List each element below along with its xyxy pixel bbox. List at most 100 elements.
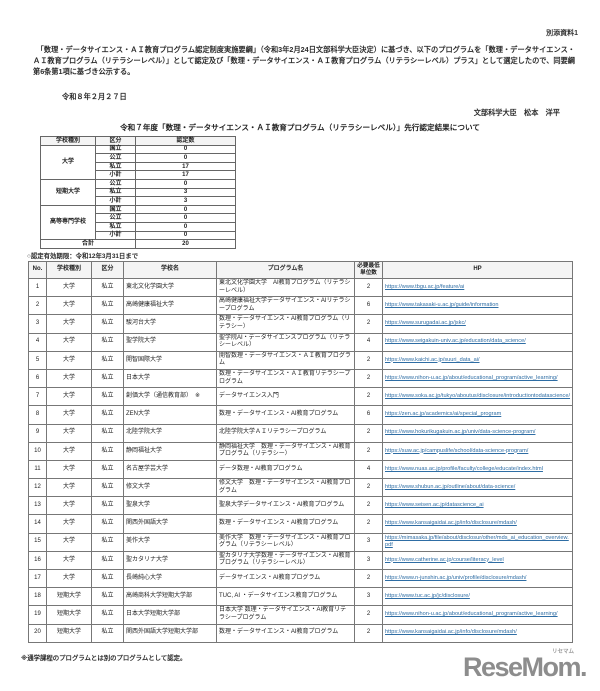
main-header: 必要最低単位数 <box>354 261 383 279</box>
category-cell: 公立 <box>95 153 136 163</box>
summary-row: 短期大学 公立 0 <box>40 178 236 206</box>
category: 私立 <box>91 568 124 589</box>
school-name: 日本大学短期大学部 <box>123 605 217 625</box>
certified-programs-table: No. 学校種別 区分 学校名 プログラム名 必要最低単位数 HP 1 大学 私立 東北文化学園大… <box>28 261 573 643</box>
category-cell: 私立 <box>95 221 136 232</box>
total-value-cell: 20 <box>135 239 236 249</box>
required-units: 3 <box>354 550 383 571</box>
program-name: 聖泉大学データサイエンス・AI教育プログラム <box>216 496 355 516</box>
row-number: 13 <box>28 496 47 516</box>
main-header: HP <box>382 261 573 279</box>
main-table-body: 1 大学 私立 東北文化学園大学 東北文化学園大学 AI教育プログラム（リテラシーレベル… <box>28 277 573 643</box>
summary-table: 学校種別 区分 認定数 大学 国立 0 公立 0 私立 17 小計 17 短期大学 公立 0 私立 3 小計 3 高… <box>40 136 236 249</box>
required-units: 2 <box>354 350 383 370</box>
school-name: 聖学院大学 <box>123 332 217 352</box>
category: 私立 <box>91 587 124 607</box>
hp-link[interactable]: https://mimasaka.jp/file/about/disclosur… <box>385 534 569 549</box>
minister-signature: 文部科学大臣 松本 洋平 <box>473 108 560 117</box>
hp-link[interactable]: https://www.tuc.ac.jp/jc/disclosure/ <box>385 593 470 600</box>
program-name: TUC, AI ・データサイエンス教育プログラム <box>216 587 355 607</box>
hp-link[interactable]: https://www.seigakuin-univ.ac.jp/educati… <box>385 338 526 345</box>
school-type-cell: 短期大学 <box>40 178 96 206</box>
category: 私立 <box>91 441 124 461</box>
summary-total-row: 合計 20 <box>40 239 236 249</box>
program-row: 16 大学 私立 聖カタリナ大学 聖カタリナ大学数理・データサイエンス・AI教育プログラ… <box>28 550 573 571</box>
summary-row: 高等専門学校 国立 0 <box>40 204 236 241</box>
hp-link[interactable]: https://www.nihon-u.ac.jp/about/educatio… <box>385 374 558 381</box>
summary-header: 認定数 <box>135 136 236 146</box>
count-cell: 0 <box>135 153 236 163</box>
hp-link[interactable]: https://www.hokurikugakuin.ac.jp/univ/da… <box>385 429 536 436</box>
school-name: 北陸学院大学 <box>123 423 217 443</box>
category-cell: 国立 <box>95 204 136 215</box>
program-row: 6 大学 私立 日本大学 数理・データサイエンス・ＡＩ教育リテラシープログラム 2 http… <box>28 368 573 389</box>
category-cell: 国立 <box>95 144 136 155</box>
school-type: 大学 <box>46 277 92 298</box>
hp-link[interactable]: https://www.n-junshin.ac.jp/univ/profile… <box>385 574 527 581</box>
hp-cell: https://www.nihon-u.ac.jp/about/educatio… <box>382 605 573 625</box>
hp-link[interactable]: https://www.tbgu.ac.jp/feature/ai <box>385 283 465 290</box>
hp-cell: https://suw.ac.jp/campuslife/school/data… <box>382 441 573 461</box>
program-row: 8 大学 私立 ZEN大学 数理・データサイエンス・AI教育プログラム 6 https://… <box>28 405 573 425</box>
program-name: 北陸学院大学ＡＩリテラシープログラム <box>216 423 355 443</box>
required-units: 4 <box>354 459 383 480</box>
hp-cell: https://www.catherine.ac.jp/course/liter… <box>382 550 573 571</box>
hp-link[interactable]: https://www.shubun.ac.jp/outline/about/d… <box>385 483 516 490</box>
count-cell: 17 <box>135 161 236 172</box>
school-name: 東北文化学園大学 <box>123 277 217 298</box>
row-number: 5 <box>28 350 47 370</box>
program-name: 静岡福祉大学 数理・データサイエンス・AI教育プログラム（リテラシー） <box>216 441 355 461</box>
school-name: 関西外国語大学短期大学部 <box>123 623 217 643</box>
hp-link[interactable]: https://www.catherine.ac.jp/course/liter… <box>385 556 504 563</box>
summary-table-body: 大学 国立 0 公立 0 私立 17 小計 17 短期大学 公立 0 私立 3 小計 3 高等専門学校 国立 0 公立… <box>40 144 236 249</box>
required-units: 2 <box>354 314 383 334</box>
hp-link[interactable]: https://www.nuas.ac.jp/profile/faculty/c… <box>385 465 543 472</box>
program-name: 数理・データサイエンス・AI教育プログラム <box>216 514 355 534</box>
required-units: 6 <box>354 296 383 316</box>
school-type: 大学 <box>46 332 92 352</box>
count-cell: 3 <box>135 196 236 206</box>
hp-link[interactable]: https://www.kaichi.ac.jp/suuri_data_ai/ <box>385 356 480 363</box>
school-name: 開智国際大学 <box>123 350 217 370</box>
hp-link[interactable]: https://www.takasaki-u.ac.jp/guide/infor… <box>385 302 499 309</box>
category: 私立 <box>91 405 124 425</box>
row-number: 2 <box>28 296 47 316</box>
hp-link[interactable]: https://www.soka.ac.jp/tukyo/aboutus/dis… <box>385 392 571 399</box>
program-name: 聖カタリナ大学数理・データサイエンス・AI教育プログラム（リテラシーレベル） <box>216 550 355 571</box>
program-row: 1 大学 私立 東北文化学園大学 東北文化学園大学 AI教育プログラム（リテラシーレベル… <box>28 277 573 298</box>
row-number: 3 <box>28 314 47 334</box>
row-number: 10 <box>28 441 47 461</box>
program-row: 4 大学 私立 聖学院大学 聖学院AI・データサイエンスプログラム（リテラシーレベル） 4… <box>28 332 573 352</box>
program-name: データサイエンス・AI教育プログラム <box>216 568 355 589</box>
row-number: 17 <box>28 568 47 589</box>
hp-link[interactable]: https://www.nihon-u.ac.jp/about/educatio… <box>385 611 558 618</box>
category: 私立 <box>91 423 124 443</box>
category-cell: 私立 <box>95 161 136 172</box>
hp-link[interactable]: https://www.surugadai.ac.jp/jskc/ <box>385 320 466 327</box>
row-number: 12 <box>28 478 47 498</box>
required-units: 4 <box>354 332 383 352</box>
resemom-logo: リセマム ReseMom. <box>463 649 588 681</box>
hp-link[interactable]: https://www.kansaigaidai.ac.jp/info/disc… <box>385 520 517 527</box>
category: 私立 <box>91 605 124 625</box>
school-type: 大学 <box>46 441 92 461</box>
category: 私立 <box>91 496 124 516</box>
hp-link[interactable]: https://www.seisen.ac.jp/datascience_ai <box>385 502 484 509</box>
hp-link[interactable]: https://www.kansaigaidai.ac.jp/info/disc… <box>385 629 517 636</box>
row-number: 14 <box>28 514 47 534</box>
program-row: 20 短期大学 私立 関西外国語大学短期大学部 数理・データサイエンス・AI教育プログラ… <box>28 623 573 643</box>
program-name: 高崎健康福祉大学データサイエンス・AIリテラシープログラム <box>216 296 355 316</box>
school-name: ZEN大学 <box>123 405 217 425</box>
total-label-cell: 合計 <box>40 239 136 249</box>
category: 私立 <box>91 478 124 498</box>
required-units: 3 <box>354 587 383 607</box>
row-number: 4 <box>28 332 47 352</box>
hp-link[interactable]: https://zen.ac.jp/academics/ai/special_p… <box>385 411 502 418</box>
hp-link[interactable]: https://suw.ac.jp/campuslife/school/data… <box>385 447 529 454</box>
school-name: 修文大学 <box>123 478 217 498</box>
category-cell: 小計 <box>95 230 136 241</box>
school-type: 大学 <box>46 405 92 425</box>
program-row: 2 大学 私立 高崎健康福祉大学 高崎健康福祉大学データサイエンス・AIリテラシープログ… <box>28 296 573 316</box>
category-cell: 公立 <box>95 178 136 189</box>
required-units: 2 <box>354 387 383 407</box>
